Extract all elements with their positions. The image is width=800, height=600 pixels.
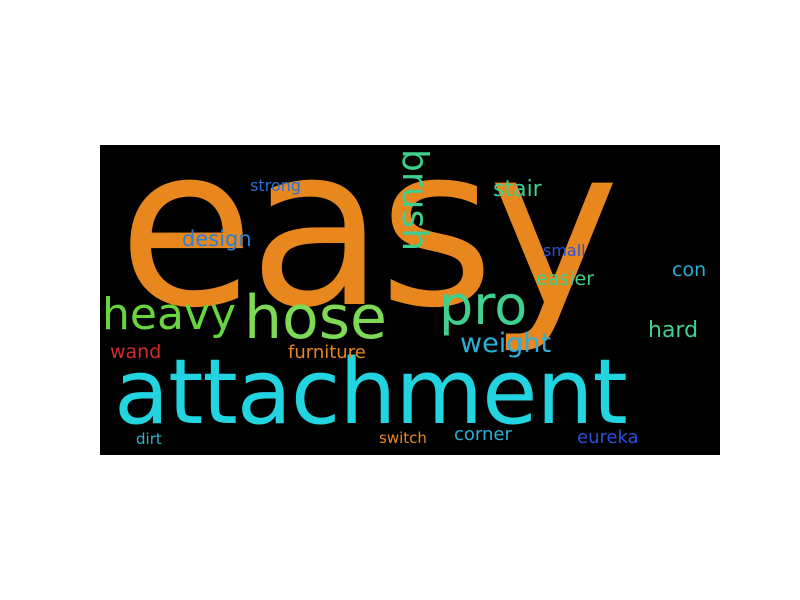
word-easier: easier	[536, 268, 595, 290]
word-attachment: attachment	[114, 340, 628, 445]
word-brush: brush	[394, 149, 435, 252]
word-easy: easy	[118, 145, 620, 357]
word-cloud: easy attachment hose pro heavy brush wei…	[100, 145, 720, 455]
word-stair: stair	[493, 177, 542, 202]
word-hard: hard	[648, 318, 699, 343]
word-pro: pro	[439, 274, 528, 337]
word-wand: wand	[110, 341, 162, 363]
word-furniture: furniture	[288, 342, 366, 363]
word-weight: weight	[460, 328, 552, 359]
word-heavy: heavy	[102, 289, 236, 340]
word-design: design	[182, 227, 252, 251]
word-strong: strong	[250, 176, 301, 195]
word-switch: switch	[379, 429, 427, 447]
word-eureka: eureka	[577, 427, 639, 448]
word-dirt: dirt	[136, 430, 162, 448]
word-con: con	[672, 259, 707, 281]
word-hose: hose	[244, 283, 387, 353]
word-corner: corner	[454, 424, 512, 445]
word-small: small	[543, 241, 586, 260]
